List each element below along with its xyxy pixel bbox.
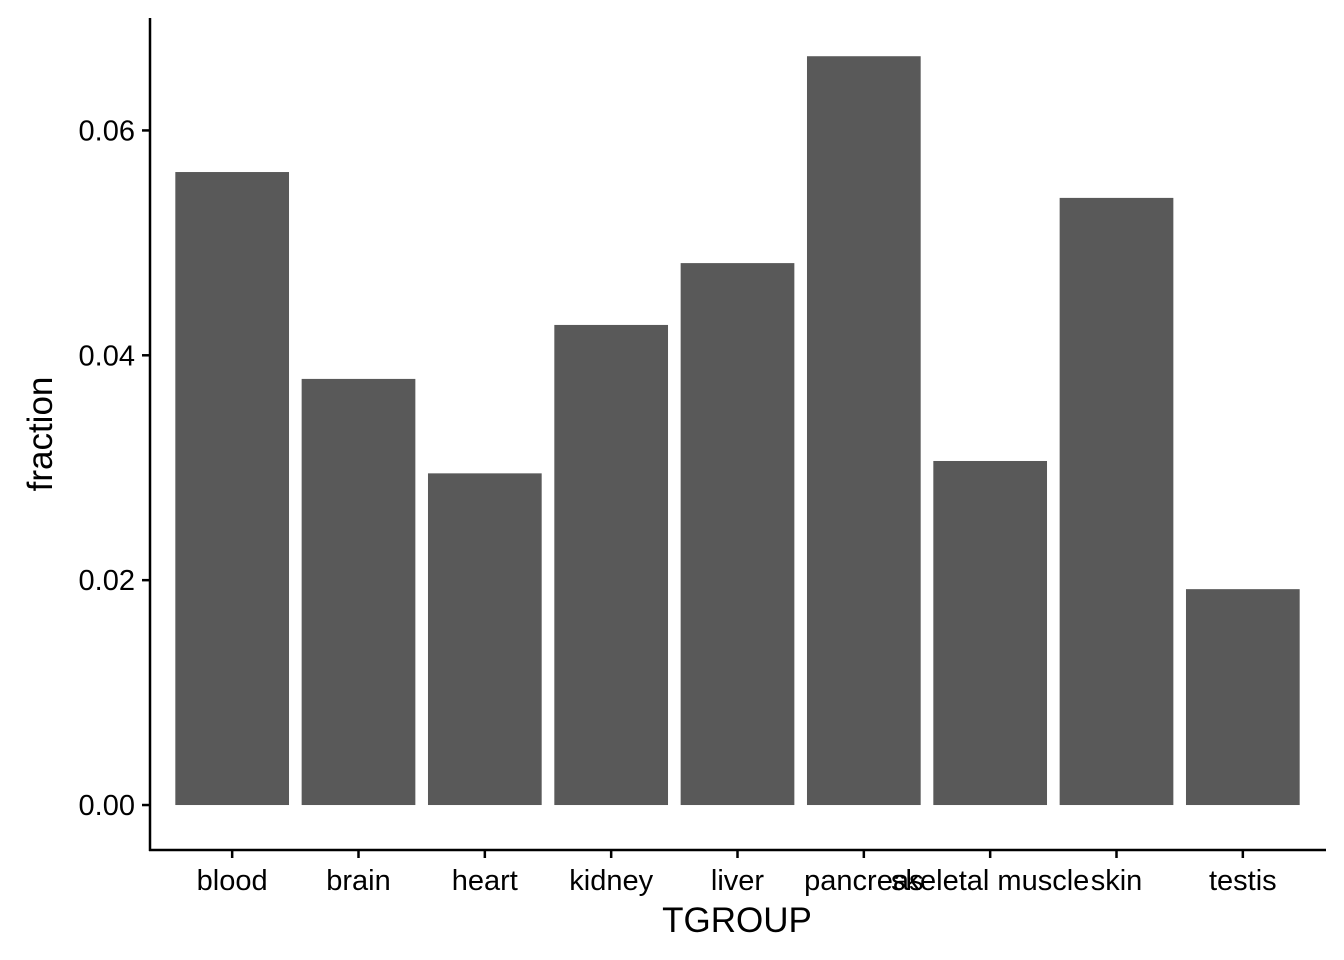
bar-blood	[175, 172, 290, 806]
bar-pancreas	[806, 56, 921, 806]
bar-testis	[1185, 589, 1300, 806]
x-tick-label: testis	[1209, 865, 1277, 897]
y-tick-label: 0.06	[79, 115, 135, 147]
y-tick-label: 0.02	[79, 565, 135, 597]
bar-kidney	[554, 324, 669, 806]
y-tick-label: 0.00	[79, 790, 135, 822]
bar-brain	[301, 378, 416, 806]
y-axis-ticks: 0.00 0.02 0.04 0.06	[79, 115, 150, 822]
x-tick-label: skin	[1091, 865, 1143, 897]
x-tick-label: heart	[452, 865, 518, 897]
x-tick-label: pancreas	[804, 865, 923, 897]
bar-heart	[427, 473, 542, 806]
bars-group	[175, 56, 1300, 806]
bar-skin	[1059, 197, 1174, 806]
bar-liver	[680, 263, 795, 806]
y-axis-title: fraction	[21, 377, 60, 492]
x-axis-title: TGROUP	[662, 901, 812, 940]
bar-skeletal-muscle	[933, 460, 1048, 806]
x-tick-label: skeletal muscle	[891, 865, 1089, 897]
x-axis-ticks: blood brain heart kidney liver pancreasskelet…	[197, 850, 1277, 897]
x-tick-label: brain	[326, 865, 391, 897]
x-tick-label: blood	[197, 865, 268, 897]
y-tick-label: 0.04	[79, 340, 135, 372]
x-tick-label: kidney	[569, 865, 653, 897]
x-tick-label: liver	[711, 865, 765, 897]
